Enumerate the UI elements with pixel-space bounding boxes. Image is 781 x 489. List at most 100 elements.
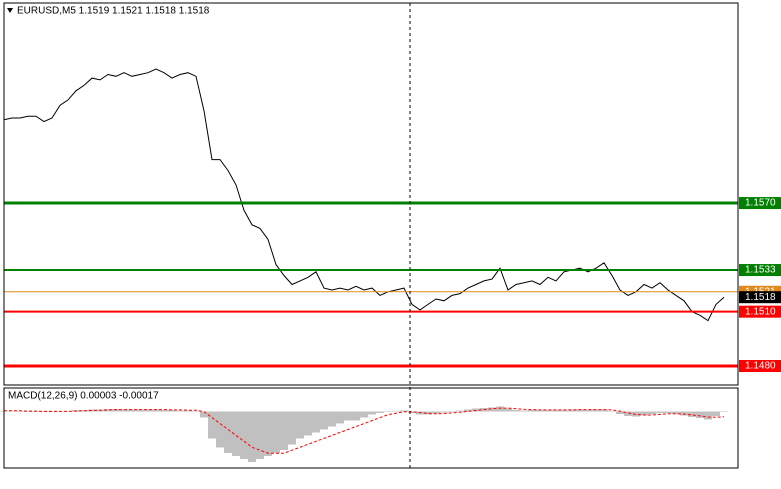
level-label: 1.1510: [745, 306, 776, 317]
macd-bar: [520, 410, 528, 412]
macd-bar: [688, 411, 696, 418]
macd-bar: [272, 411, 280, 454]
macd-bar: [128, 409, 136, 412]
macd-bar: [312, 411, 320, 433]
macd-bar: [672, 411, 680, 415]
level-label-bg: [739, 359, 781, 372]
macd-bar: [184, 410, 192, 412]
macd-frame: [3, 387, 739, 469]
macd-bar: [280, 411, 288, 451]
macd-bar: [296, 411, 304, 439]
macd-bar: [144, 409, 152, 412]
macd-bar: [32, 411, 40, 412]
macd-bar: [160, 409, 168, 412]
macd-bar: [432, 411, 440, 414]
macd-bar: [496, 406, 504, 412]
macd-bar: [336, 411, 344, 424]
macd-bar: [592, 409, 600, 412]
marks-layer: [0, 68, 738, 463]
macd-bar: [264, 411, 272, 457]
macd-bar: [48, 411, 56, 413]
macd-bar: [488, 407, 496, 412]
level-label: 1.1570: [745, 198, 776, 209]
macd-bar: [408, 411, 416, 413]
macd-bar: [376, 411, 384, 414]
macd-bar: [720, 410, 728, 412]
macd-bar: [232, 411, 240, 457]
macd-bar: [624, 411, 632, 416]
macd-bar: [152, 409, 160, 412]
macd-bar: [208, 411, 216, 439]
macd-bar: [384, 411, 392, 413]
macd-bar: [240, 411, 248, 460]
menu-icon[interactable]: [7, 8, 13, 13]
macd-bar: [392, 411, 400, 412]
macd-bar: [536, 410, 544, 412]
macd-bar: [328, 411, 336, 427]
macd-bar: [440, 411, 448, 413]
macd-bar: [416, 411, 424, 415]
macd-bar: [712, 411, 720, 417]
macd-bar: [608, 411, 616, 412]
macd-bar: [512, 409, 520, 412]
macd-bar: [24, 411, 32, 412]
macd-bar: [696, 411, 704, 419]
macd-bar: [112, 409, 120, 412]
macd-bar: [192, 411, 200, 412]
macd-bar: [304, 411, 312, 436]
chart-title: EURUSD,M5 1.1519 1.1521 1.1518 1.1518: [17, 6, 210, 17]
macd-bar: [640, 411, 648, 416]
macd-bar: [632, 411, 640, 417]
macd-bar: [656, 411, 664, 413]
macd-bar: [560, 409, 568, 412]
macd-bar: [136, 409, 144, 412]
macd-bar: [104, 409, 112, 412]
last-price-bg: [739, 291, 781, 304]
macd-bar: [120, 409, 128, 412]
macd-bar: [168, 410, 176, 412]
macd-bar: [544, 409, 552, 412]
macd-bar: [568, 409, 576, 412]
last-price-label: 1.1518: [745, 292, 776, 303]
signal-line: [4, 407, 725, 454]
macd-bar: [88, 409, 96, 412]
macd-bar: [288, 411, 296, 445]
macd-bar: [320, 411, 328, 430]
macd-bar: [200, 411, 208, 418]
macd-bar: [256, 411, 264, 460]
main-frame: [3, 2, 739, 386]
macd-bar: [576, 409, 584, 412]
macd-bar: [464, 409, 472, 412]
macd-bar: [424, 411, 432, 415]
level-label: 1.1533: [745, 265, 776, 276]
macd-title: MACD(12,26,9) 0.00003 -0.00017: [8, 391, 159, 402]
macd-bar: [16, 411, 24, 412]
macd-bar: [400, 410, 408, 412]
macd-bar: [224, 411, 232, 454]
macd-bar: [584, 409, 592, 412]
macd-bar: [664, 411, 672, 413]
macd-bar: [216, 411, 224, 448]
macd-bar: [600, 409, 608, 412]
macd-bar: [704, 411, 712, 420]
price-line: [3, 68, 725, 322]
macd-bar: [528, 410, 536, 412]
macd-bar: [344, 411, 352, 421]
macd-bar: [248, 411, 256, 463]
macd-bar: [616, 411, 624, 415]
macd-bar: [368, 411, 376, 415]
macd-bar: [456, 410, 464, 412]
macd-bar: [552, 410, 560, 412]
macd-bar: [40, 411, 48, 413]
macd-bar: [176, 410, 184, 412]
macd-bar: [448, 411, 456, 413]
macd-bar: [504, 408, 512, 412]
level-label-bg: [739, 305, 781, 318]
macd-bar: [680, 411, 688, 416]
macd-bar: [648, 411, 656, 415]
macd-bar: [8, 411, 16, 412]
